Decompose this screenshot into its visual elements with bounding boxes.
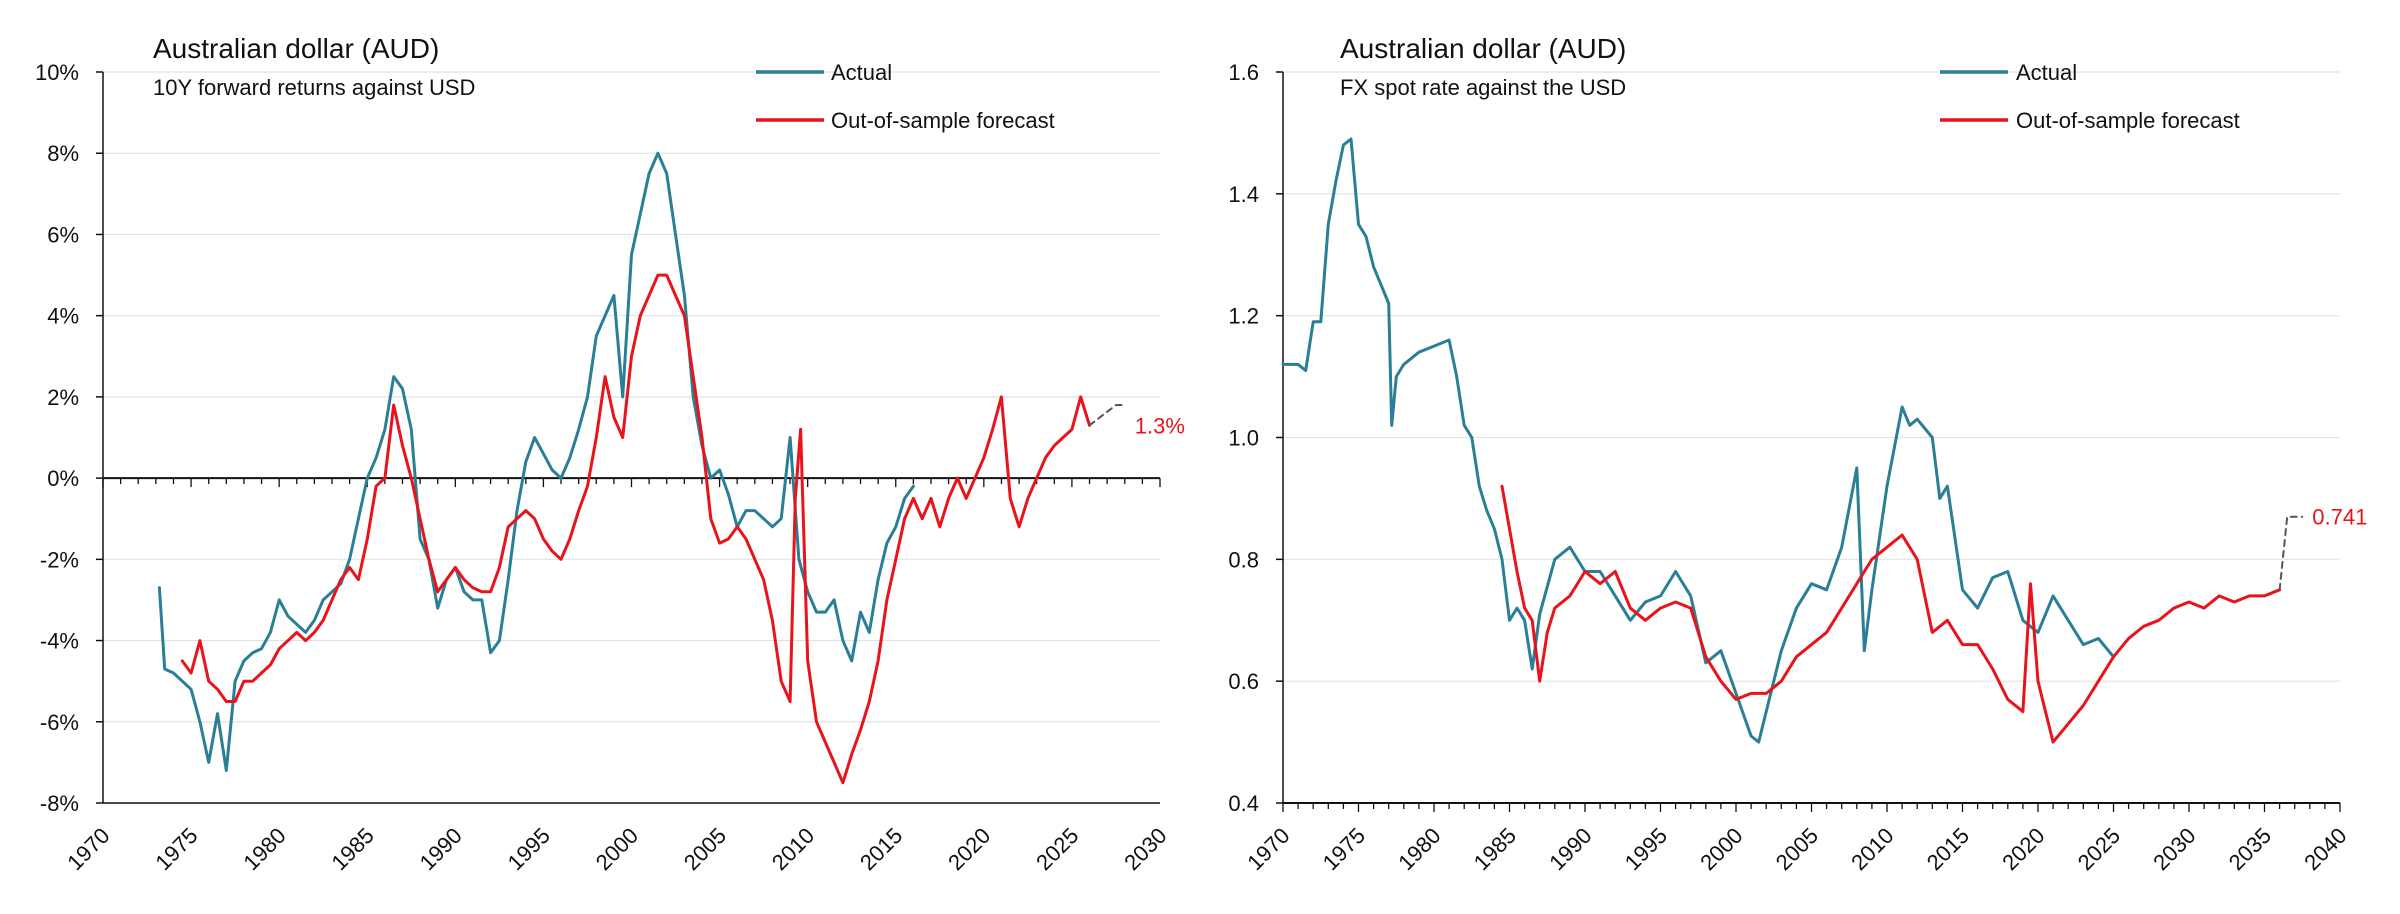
legend-label-actual: Actual (831, 60, 892, 85)
left-x-tick-label: 2020 (943, 823, 995, 875)
right-chart-legend: Actual Out-of-sample forecast (1940, 60, 2240, 133)
left-x-tick-label: 2030 (1119, 823, 1171, 875)
left-x-tick-label: 1970 (62, 823, 114, 875)
left-x-tick-label: 1985 (326, 823, 378, 875)
right-x-tick-label: 2035 (2224, 823, 2276, 875)
left-series: 1.3% (157, 151, 1185, 785)
left-x-tick-label: 2015 (855, 823, 907, 875)
left-y-tick-label: 0% (47, 466, 79, 491)
right-forecast-end-label: 0.741 (2312, 505, 2367, 530)
right-x-tick-label: 2025 (2073, 823, 2125, 875)
left-x-tick-label: 2010 (767, 823, 819, 875)
left-y-tick-label: 4% (47, 304, 79, 329)
right-x-tick-label: 2015 (1922, 823, 1974, 875)
right-x-tick-label: 1970 (1242, 823, 1294, 875)
left-x-tick-label: 2000 (591, 823, 643, 875)
right-x-tick-label: 1985 (1469, 823, 1521, 875)
right-y-tick-label: 0.6 (1228, 669, 1259, 694)
right-x-tick-label: 1975 (1318, 823, 1370, 875)
left-actual-series-line (157, 151, 915, 772)
left-y-tick-label: -4% (40, 629, 79, 654)
right-x-tick-label: 2020 (1997, 823, 2049, 875)
right-y-tick-label: 1.6 (1228, 60, 1259, 85)
left-y-tick-label: 2% (47, 385, 79, 410)
right-series: 0.741 (1281, 137, 2367, 744)
right-chart-panel: Australian dollar (AUD) FX spot rate aga… (1228, 33, 2367, 875)
left-x-tick-label: 1990 (415, 823, 467, 875)
left-y-tick-label: -6% (40, 710, 79, 735)
right-x-tick-label: 2010 (1846, 823, 1898, 875)
right-chart-subtitle: FX spot rate against the USD (1340, 75, 1626, 100)
left-x-tick-label: 2005 (679, 823, 731, 875)
left-y-tick-label: 6% (47, 222, 79, 247)
legend-label-actual: Actual (2016, 60, 2077, 85)
right-x-tick-label: 2005 (1771, 823, 1823, 875)
right-x-tick-label: 1990 (1544, 823, 1596, 875)
right-axes: 0.4 0.6 0.8 1.0 1.2 1.4 1.6 1970 1975 1980 1985 199… (1228, 60, 2351, 875)
left-chart-title: Australian dollar (AUD) (153, 33, 439, 64)
left-y-tick-label: -2% (40, 547, 79, 572)
right-y-tick-label: 1.0 (1228, 426, 1259, 451)
right-gridlines (1283, 71, 2340, 804)
left-chart-panel: Australian dollar (AUD) 10Y forward retu… (35, 33, 1185, 875)
right-forecast-series-line (1500, 484, 2282, 744)
legend-label-forecast: Out-of-sample forecast (831, 108, 1055, 133)
left-y-tick-label: 8% (47, 141, 79, 166)
left-forecast-series-line (180, 273, 1091, 785)
left-y-tick-label: 10% (35, 60, 79, 85)
right-x-tick-label: 2030 (2148, 823, 2200, 875)
right-y-tick-label: 1.2 (1228, 304, 1259, 329)
right-y-tick-label: 0.4 (1228, 791, 1259, 816)
right-x-tick-label: 2040 (2299, 823, 2351, 875)
left-projection-dashed-line (1088, 404, 1126, 427)
left-x-tick-label: 1995 (503, 823, 555, 875)
legend-label-forecast: Out-of-sample forecast (2016, 108, 2240, 133)
left-x-tick-label: 2025 (1031, 823, 1083, 875)
right-y-tick-label: 0.8 (1228, 547, 1259, 572)
left-chart-subtitle: 10Y forward returns against USD (153, 75, 475, 100)
left-gridlines (103, 71, 1160, 804)
left-y-tick-label: -8% (40, 791, 79, 816)
left-x-tick-label: 1980 (238, 823, 290, 875)
right-y-tick-label: 1.4 (1228, 182, 1259, 207)
left-x-tick-label: 1975 (150, 823, 202, 875)
right-x-tick-label: 1995 (1620, 823, 1672, 875)
left-chart-legend: Actual Out-of-sample forecast (756, 60, 1055, 133)
right-chart-title: Australian dollar (AUD) (1340, 33, 1626, 64)
left-forecast-end-label: 1.3% (1135, 413, 1185, 438)
right-x-tick-label: 1980 (1393, 823, 1445, 875)
right-projection-dashed-line (2278, 515, 2304, 591)
right-x-tick-label: 2000 (1695, 823, 1747, 875)
right-actual-series-line (1281, 137, 2115, 744)
